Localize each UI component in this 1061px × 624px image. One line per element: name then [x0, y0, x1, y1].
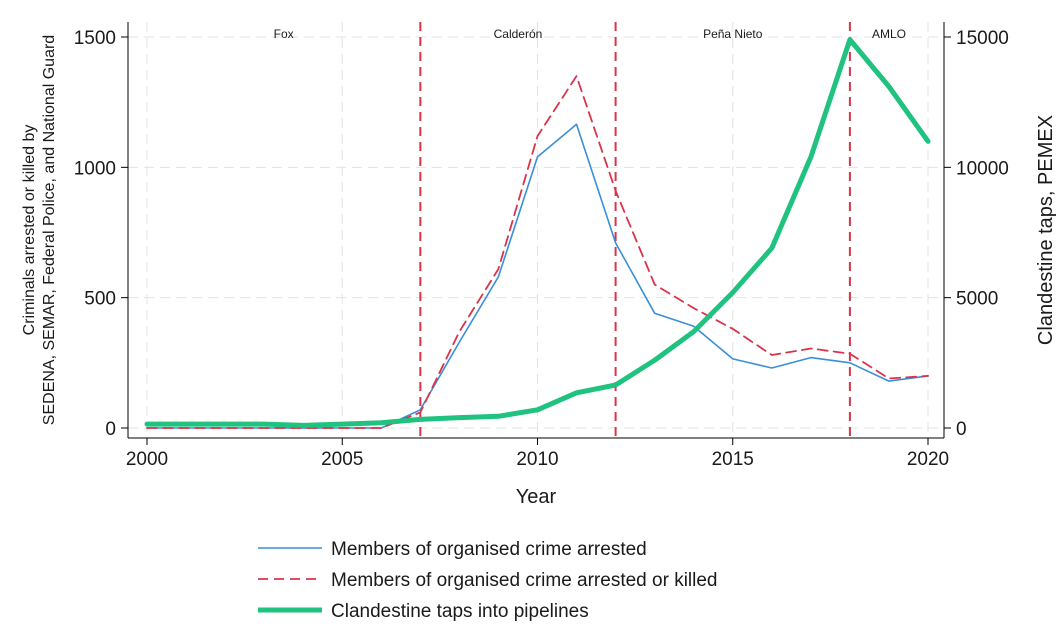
- y2-tick-label: 0: [956, 419, 967, 440]
- y-axis-title-line-1: Criminals arrested or killed by: [21, 125, 38, 336]
- axes: [127, 22, 945, 439]
- y2-axis-title: Clandestine taps, PEMEX: [1035, 115, 1057, 345]
- y-axis-title-line-2: SEDENA, SEMAR, Federal Police, and Natio…: [41, 35, 58, 425]
- y-tick-label: 1500: [74, 28, 116, 49]
- series-layer: [144, 37, 931, 429]
- x-tick-label: 2000: [126, 449, 168, 470]
- y2-tick-label: 5000: [956, 289, 998, 310]
- legend: Members of organised crime arrested Membe…: [258, 539, 718, 622]
- term-boundaries: [419, 22, 851, 438]
- series-line-3: [144, 37, 931, 428]
- y2-tick-label: 10000: [956, 158, 1009, 179]
- period-labels: Fox Calderón Peña Nieto AMLO: [274, 27, 906, 41]
- period-label: Calderón: [494, 27, 543, 41]
- period-label: Fox: [274, 27, 294, 41]
- legend-label-2: Members of organised crime arrested or k…: [331, 570, 718, 591]
- y2-ticks: 0 5000 10000 15000: [944, 28, 1009, 440]
- x-tick-label: 2020: [907, 449, 949, 470]
- series-line-2: [146, 75, 929, 429]
- x-tick-label: 2010: [516, 449, 558, 470]
- period-label: Peña Nieto: [703, 27, 763, 41]
- y-axis-title: Criminals arrested or killed by SEDENA, …: [21, 35, 58, 425]
- y-tick-label: 0: [105, 419, 116, 440]
- x-axis-title: Year: [516, 486, 557, 508]
- legend-label-1: Members of organised crime arrested: [331, 539, 647, 560]
- y2-tick-label: 15000: [956, 28, 1009, 49]
- period-label: AMLO: [872, 27, 906, 41]
- x-tick-label: 2005: [321, 449, 363, 470]
- legend-label-3: Clandestine taps into pipelines: [331, 601, 589, 622]
- y-tick-label: 1000: [74, 158, 116, 179]
- plot-area: [128, 22, 944, 438]
- gridlines: [128, 22, 944, 438]
- y-tick-label: 500: [84, 289, 116, 310]
- x-tick-label: 2015: [712, 449, 754, 470]
- x-ticks: 2000 2005 2010 2015 2020: [126, 438, 949, 470]
- y-ticks: 0 500 1000 1500: [74, 28, 128, 440]
